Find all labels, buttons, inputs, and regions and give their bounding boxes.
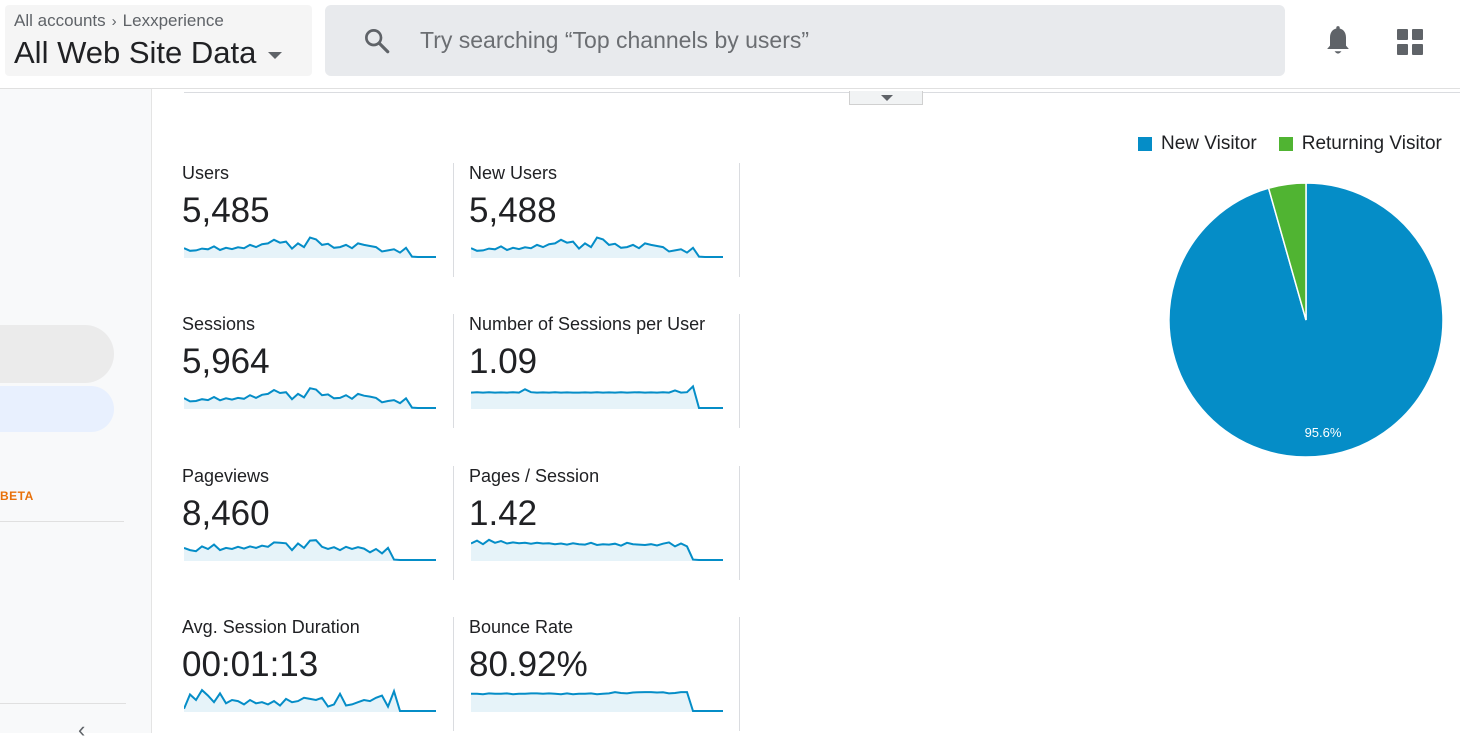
visitor-type-pie-chart[interactable]: 95.6% [1166,180,1446,460]
sparkline-line [184,688,436,712]
metric-sparkline [184,688,436,712]
metric-separator [739,466,740,580]
sparkline-area [184,690,436,712]
metric-sparkline [184,539,436,561]
legend-swatch-new-visitor [1138,137,1152,151]
metric-label: Sessions [182,314,256,334]
legend-label-new-visitor: New Visitor [1161,133,1257,154]
chevron-right-icon: › [111,12,117,30]
metric-tile[interactable]: New Users 5,488 [469,163,739,278]
sparkline-line [471,538,723,561]
metric-value: 5,488 [469,191,557,230]
metric-label: Pageviews [182,466,270,486]
metric-label: Avg. Session Duration [182,617,360,637]
metric-tile[interactable]: Users 5,485 [182,163,452,278]
metric-value: 00:01:13 [182,645,319,684]
metric-sparkline [471,236,723,258]
metric-tile[interactable]: Pageviews 8,460 [182,466,452,581]
sparkline-line [184,539,436,561]
sparkline-line [471,691,723,712]
legend-item-returning-visitor[interactable]: Returning Visitor [1278,133,1442,155]
view-selector[interactable]: All Web Site Data [14,35,283,71]
metric-separator [739,163,740,277]
search-bar[interactable]: Try searching “Top channels by users” [325,5,1285,76]
metric-sparkline [471,384,723,409]
sparkline-area [184,388,436,409]
metric-label: Pages / Session [469,466,600,486]
search-placeholder[interactable]: Try searching “Top channels by users” [420,27,810,53]
breadcrumb-accounts[interactable]: All accounts [14,11,106,30]
sparkline-area [471,237,723,258]
metric-sparkline [184,236,436,258]
legend-label-returning-visitor: Returning Visitor [1301,133,1442,154]
dropdown-arrow-icon[interactable] [268,51,283,59]
metric-separator [453,314,454,428]
breadcrumb-property[interactable]: Lexxperience [122,11,224,30]
sparkline-line [471,236,723,258]
breadcrumb[interactable]: All accounts › Lexxperience [14,11,224,31]
metric-value: 80.92% [469,645,588,684]
search-icon [365,29,390,54]
sidebar-divider [0,521,124,522]
metric-label: Number of Sessions per User [469,314,706,334]
sparkline-line [184,387,436,409]
metric-sparkline [471,538,723,561]
metric-separator [453,163,454,277]
metric-label: Bounce Rate [469,617,574,637]
metric-separator [739,314,740,428]
sidebar-item-active[interactable] [0,325,114,383]
metric-value: 5,485 [182,191,270,230]
metric-sparkline [471,691,723,712]
metric-tile[interactable]: Number of Sessions per User 1.09 [469,314,739,429]
sparkline-area [184,540,436,561]
pie-data-label: 95.6% [1305,425,1342,440]
account-selector[interactable]: All accounts › Lexxperience All Web Site… [5,5,312,76]
metric-label: New Users [469,163,558,183]
metric-separator [739,617,740,731]
metric-separator [453,617,454,731]
sidebar: BETA ‹ [0,89,152,742]
legend-swatch-returning-visitor [1278,137,1293,151]
metric-value: 1.09 [469,342,538,381]
sparkline-line [184,236,436,258]
metric-separator [453,466,454,580]
metric-label: Users [182,163,230,183]
sidebar-divider [0,703,126,704]
metric-tile[interactable]: Bounce Rate 80.92% [469,617,739,732]
legend-item-new-visitor[interactable]: New Visitor [1138,133,1257,155]
expand-toggle-button[interactable] [849,91,923,105]
chevron-down-icon [881,95,893,101]
pie-slice-returning-visitor[interactable] [1267,182,1307,321]
collapse-sidebar-icon[interactable]: ‹ [78,717,86,742]
pie-legend: New Visitor Returning Visitor [1138,133,1460,155]
sparkline-line [471,384,723,409]
metric-tile[interactable]: Pages / Session 1.42 [469,466,739,581]
metric-value: 8,460 [182,494,270,533]
section-divider [184,92,1460,93]
sidebar-item-selected[interactable] [0,386,114,432]
sparkline-area [471,386,723,409]
bell-icon[interactable] [1324,25,1352,57]
apps-grid-icon[interactable] [1397,29,1423,55]
sparkline-area [471,692,723,712]
metric-tile[interactable]: Avg. Session Duration 00:01:13 [182,617,452,732]
metric-value: 5,964 [182,342,270,381]
metric-value: 1.42 [469,494,538,533]
view-name: All Web Site Data [14,35,257,70]
metric-tile[interactable]: Sessions 5,964 [182,314,452,429]
sparkline-area [184,237,436,258]
top-bar: All accounts › Lexxperience All Web Site… [0,0,1460,89]
beta-badge: BETA [0,489,34,503]
metric-sparkline [184,387,436,409]
